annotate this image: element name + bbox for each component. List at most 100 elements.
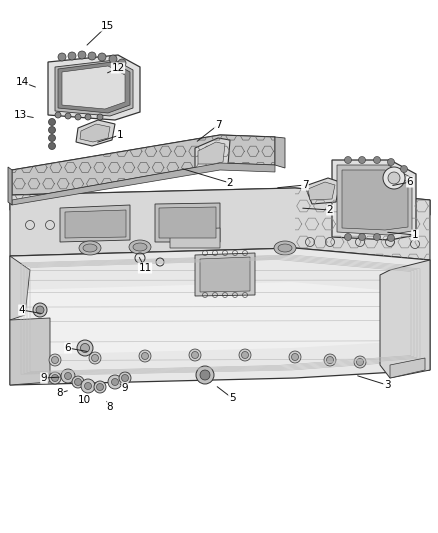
Circle shape <box>75 114 81 120</box>
Circle shape <box>239 349 251 361</box>
Polygon shape <box>170 228 220 248</box>
Text: 6: 6 <box>407 177 413 187</box>
Circle shape <box>85 383 92 390</box>
Circle shape <box>65 113 71 119</box>
Polygon shape <box>58 62 130 113</box>
Circle shape <box>388 172 400 184</box>
Ellipse shape <box>133 243 147 251</box>
Circle shape <box>383 167 405 189</box>
Polygon shape <box>195 138 230 168</box>
Circle shape <box>94 381 106 393</box>
Polygon shape <box>198 142 225 164</box>
Polygon shape <box>10 318 50 385</box>
Circle shape <box>357 359 364 366</box>
Circle shape <box>345 233 352 240</box>
Ellipse shape <box>278 244 292 252</box>
Circle shape <box>49 126 56 133</box>
Text: 10: 10 <box>78 395 91 405</box>
Circle shape <box>324 354 336 366</box>
Circle shape <box>289 351 301 363</box>
Circle shape <box>345 157 352 164</box>
Polygon shape <box>159 207 216 238</box>
Polygon shape <box>76 120 115 146</box>
Text: 2: 2 <box>227 178 233 188</box>
Polygon shape <box>195 253 255 296</box>
Circle shape <box>49 354 61 366</box>
Text: 15: 15 <box>100 21 113 31</box>
Circle shape <box>81 379 95 393</box>
Polygon shape <box>10 188 430 260</box>
Circle shape <box>49 142 56 149</box>
Polygon shape <box>12 135 275 200</box>
Circle shape <box>118 59 126 67</box>
Circle shape <box>374 157 381 164</box>
Circle shape <box>64 373 71 379</box>
Ellipse shape <box>79 241 101 255</box>
Text: 7: 7 <box>215 120 221 130</box>
Circle shape <box>200 370 210 380</box>
Polygon shape <box>15 282 426 355</box>
Circle shape <box>52 375 59 382</box>
Polygon shape <box>80 124 110 142</box>
Text: 13: 13 <box>14 110 27 120</box>
Circle shape <box>98 53 106 61</box>
Polygon shape <box>55 60 133 116</box>
Text: 5: 5 <box>229 393 235 403</box>
Circle shape <box>354 356 366 368</box>
Polygon shape <box>200 257 250 292</box>
Circle shape <box>358 157 365 164</box>
Circle shape <box>55 112 61 118</box>
Circle shape <box>68 52 76 60</box>
Circle shape <box>119 372 131 384</box>
Circle shape <box>92 354 99 361</box>
Circle shape <box>109 55 117 63</box>
Text: 3: 3 <box>384 380 390 390</box>
Polygon shape <box>10 248 430 385</box>
Text: 14: 14 <box>15 77 28 87</box>
Text: 1: 1 <box>412 230 418 240</box>
Polygon shape <box>62 66 125 109</box>
Circle shape <box>400 166 407 173</box>
Circle shape <box>121 375 128 382</box>
Circle shape <box>141 352 148 359</box>
Polygon shape <box>390 358 425 378</box>
Polygon shape <box>12 135 275 188</box>
Circle shape <box>112 378 119 385</box>
Polygon shape <box>8 167 12 205</box>
Circle shape <box>58 53 66 61</box>
Circle shape <box>96 384 103 391</box>
Polygon shape <box>332 160 416 240</box>
Circle shape <box>33 303 47 317</box>
Polygon shape <box>12 163 275 205</box>
Circle shape <box>388 158 395 166</box>
Ellipse shape <box>129 240 151 254</box>
Text: 6: 6 <box>65 343 71 353</box>
Circle shape <box>49 118 56 125</box>
Polygon shape <box>10 188 430 215</box>
Circle shape <box>77 340 93 356</box>
Circle shape <box>196 366 214 384</box>
Polygon shape <box>305 178 340 204</box>
Polygon shape <box>337 165 412 235</box>
Text: 12: 12 <box>111 63 125 73</box>
Text: 4: 4 <box>19 305 25 315</box>
Circle shape <box>88 52 96 60</box>
Text: 8: 8 <box>107 402 113 412</box>
Circle shape <box>49 134 56 141</box>
Ellipse shape <box>83 244 97 252</box>
Circle shape <box>241 351 248 359</box>
Circle shape <box>139 350 151 362</box>
Circle shape <box>189 349 201 361</box>
Text: 11: 11 <box>138 263 152 273</box>
Text: 9: 9 <box>122 383 128 393</box>
Circle shape <box>52 357 59 364</box>
Circle shape <box>81 343 89 352</box>
Polygon shape <box>48 55 140 120</box>
Circle shape <box>292 353 299 360</box>
Polygon shape <box>308 182 335 200</box>
Polygon shape <box>60 205 130 242</box>
Circle shape <box>36 306 44 314</box>
Text: 8: 8 <box>57 388 64 398</box>
Polygon shape <box>10 256 30 320</box>
Circle shape <box>72 376 84 388</box>
